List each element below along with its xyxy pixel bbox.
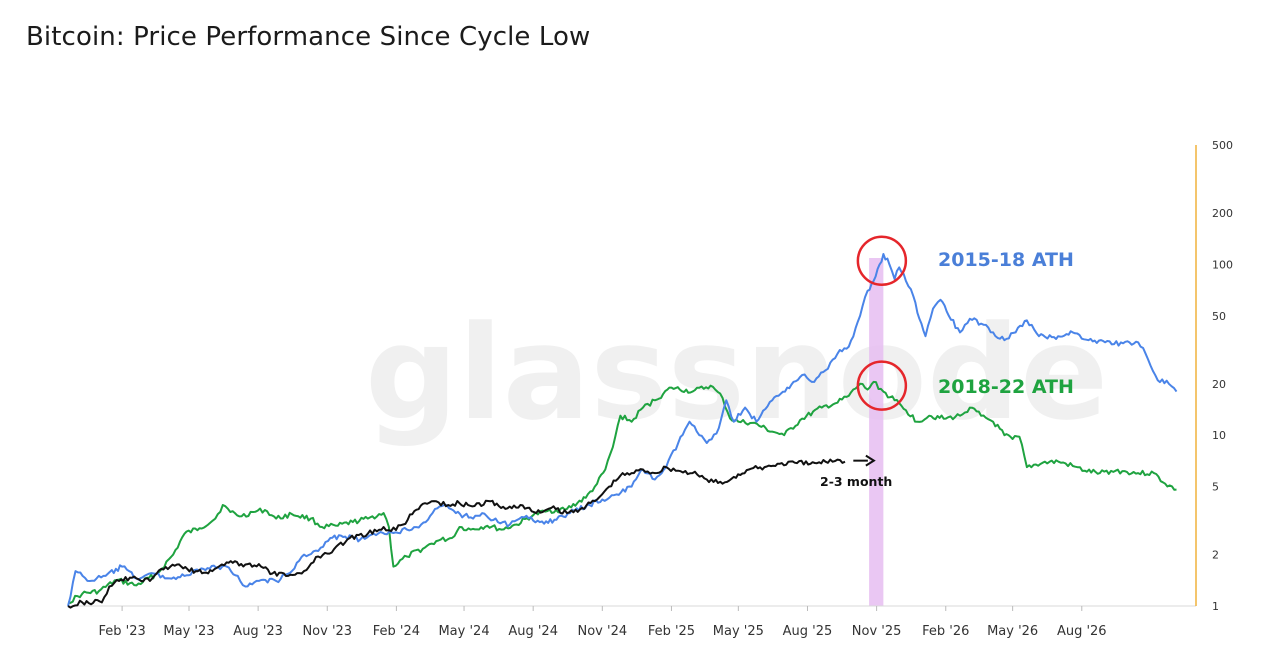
x-tick-label: May '24 [438, 624, 489, 639]
series-line [67, 380, 1177, 604]
ath-circle-2018-22 [856, 360, 908, 411]
x-tick-label: May '23 [163, 624, 214, 639]
x-tick-label: Feb '26 [922, 624, 969, 639]
ath-circle-2015-18 [856, 235, 908, 287]
highlight-band [869, 258, 884, 606]
x-tick-label: Aug '23 [233, 624, 283, 639]
x-tick-label: Nov '23 [302, 624, 352, 639]
y-tick-label: 50 [1212, 310, 1226, 323]
y-tick-label: 10 [1212, 429, 1226, 442]
x-tick-label: May '25 [713, 624, 764, 639]
x-tick-label: Aug '26 [1057, 624, 1107, 639]
x-axis-ticks: Feb '23 May '23 Aug '23 Nov '23 Feb '24 May '… [98, 606, 1107, 639]
chart-title: Bitcoin: Price Performance Since Cycle L… [26, 22, 591, 52]
annotation-2-3-month: 2-3 month [820, 474, 892, 489]
watermark: glassnode [365, 297, 1108, 449]
x-tick-label: Aug '24 [508, 624, 558, 639]
y-tick-label: 5 [1212, 481, 1219, 494]
x-tick-label: Feb '24 [373, 624, 420, 639]
series-layer [67, 253, 1178, 609]
series-line [67, 458, 846, 609]
y-tick-label: 200 [1212, 207, 1233, 220]
y-tick-label: 20 [1212, 378, 1226, 391]
annotations-layer: 2015-18 ATH 2018-22 ATH 2-3 month [820, 235, 1074, 489]
x-tick-label: Aug '25 [783, 624, 833, 639]
annotation-2018-22-ath: 2018-22 ATH [938, 376, 1074, 398]
x-tick-label: Feb '25 [648, 624, 695, 639]
y-tick-label: 2 [1212, 549, 1219, 562]
series-line [67, 253, 1178, 607]
arrow-head [865, 454, 876, 467]
y-axis-ticks: 1 2 5 10 20 50 100 200 500 [1212, 139, 1233, 613]
y-tick-label: 1 [1212, 600, 1219, 613]
x-tick-label: Nov '24 [578, 624, 628, 639]
y-tick-label: 100 [1212, 258, 1233, 271]
annotation-2015-18-ath: 2015-18 ATH [938, 249, 1074, 271]
x-tick-label: Nov '25 [852, 624, 902, 639]
y-tick-label: 500 [1212, 139, 1233, 152]
x-tick-label: May '26 [987, 624, 1038, 639]
x-tick-label: Feb '23 [98, 624, 145, 639]
